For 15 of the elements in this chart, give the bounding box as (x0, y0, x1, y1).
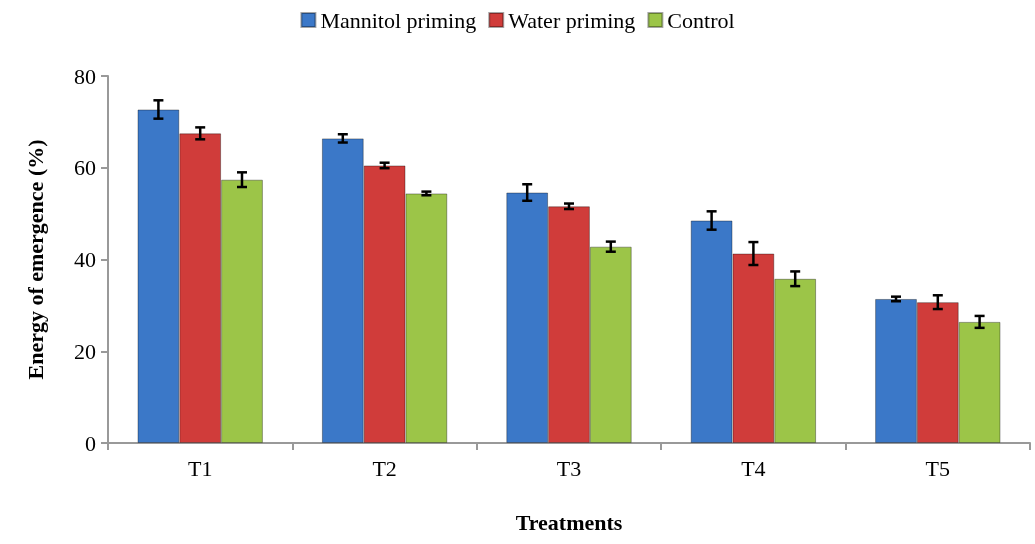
x-tick-label: T5 (925, 455, 951, 481)
x-tick-label: T3 (556, 455, 582, 481)
x-tick-label: T1 (187, 455, 213, 481)
y-tick-label: 60 (74, 155, 96, 181)
y-tick-label: 20 (74, 338, 96, 364)
y-tick-label: 40 (74, 247, 96, 272)
y-tick-label: 80 (74, 63, 96, 89)
legend-label: Control (667, 7, 735, 33)
x-tick-label: T2 (372, 455, 397, 481)
x-axis-title: Treatments (515, 509, 623, 535)
y-axis-title: Energy of emergence (%) (22, 139, 48, 380)
y-tick-label: 0 (85, 430, 96, 456)
legend-label: Mannitol priming (320, 7, 477, 33)
x-tick-label: T4 (741, 455, 766, 481)
legend-label: Water priming (508, 7, 636, 33)
